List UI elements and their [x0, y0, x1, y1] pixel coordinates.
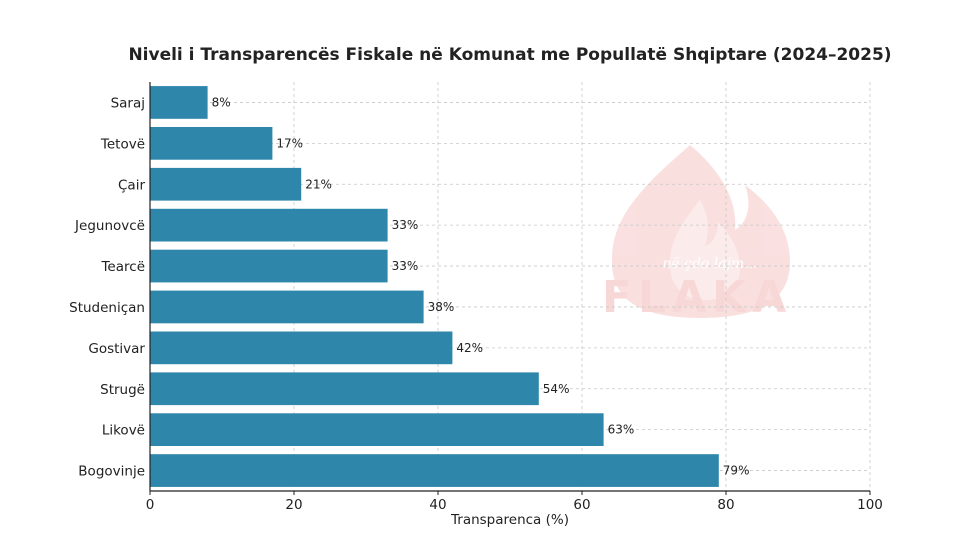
category-label: Bogovinje [78, 464, 145, 480]
x-tick-label: 20 [285, 497, 302, 513]
data-label: 42% [456, 341, 483, 355]
category-label: Tearcë [100, 259, 145, 275]
axes [149, 82, 870, 492]
category-label: Strugë [100, 382, 145, 398]
bars [150, 86, 719, 487]
flaka-watermark: në çdo lajm... FLAKA [602, 145, 792, 323]
category-label: Çair [118, 177, 145, 193]
data-label: 79% [723, 464, 750, 478]
flame-inner [669, 200, 740, 300]
data-label: 21% [305, 177, 332, 191]
x-tick-label: 40 [429, 497, 446, 513]
data-label: 63% [608, 423, 635, 437]
bar [150, 249, 388, 283]
bar [150, 290, 424, 324]
watermark-brand: FLAKA [602, 272, 792, 323]
bar [150, 413, 604, 447]
category-label: Studeniçan [69, 300, 145, 316]
x-tick-label: 60 [573, 497, 590, 513]
bar [150, 372, 539, 406]
data-label: 38% [428, 300, 455, 314]
bar [150, 86, 208, 119]
category-label: Tetovë [100, 136, 145, 152]
bar [150, 331, 453, 365]
bar [150, 208, 388, 242]
x-tick-label: 0 [146, 497, 155, 513]
data-label: 33% [392, 218, 419, 232]
bar [150, 454, 719, 487]
bar [150, 126, 273, 160]
bar [150, 167, 302, 201]
category-label: Gostivar [88, 341, 145, 357]
x-axis-title: Transparenca (%) [450, 512, 569, 528]
data-label: 33% [392, 259, 419, 273]
watermark-tagline: në çdo lajm... [662, 256, 757, 272]
category-labels: Saraj Tetovë Çair Jegunovcë Tearcë Studeniçan… [69, 95, 145, 479]
x-tick-label: 80 [717, 497, 734, 513]
x-ticks: 0 20 40 60 80 100 [146, 491, 883, 513]
data-label: 54% [543, 382, 570, 396]
data-label: 17% [276, 136, 303, 150]
chart-title: Niveli i Transparencës Fiskale në Komuna… [128, 45, 891, 65]
x-tick-label: 100 [857, 497, 883, 513]
category-label: Likovë [102, 423, 145, 439]
data-labels: 8% 17% 21% 33% 33% 38% 42% 54% 63% 79% [212, 95, 750, 477]
data-label: 8% [212, 95, 231, 109]
category-label: Jegunovcë [74, 218, 145, 234]
category-label: Saraj [111, 95, 145, 111]
